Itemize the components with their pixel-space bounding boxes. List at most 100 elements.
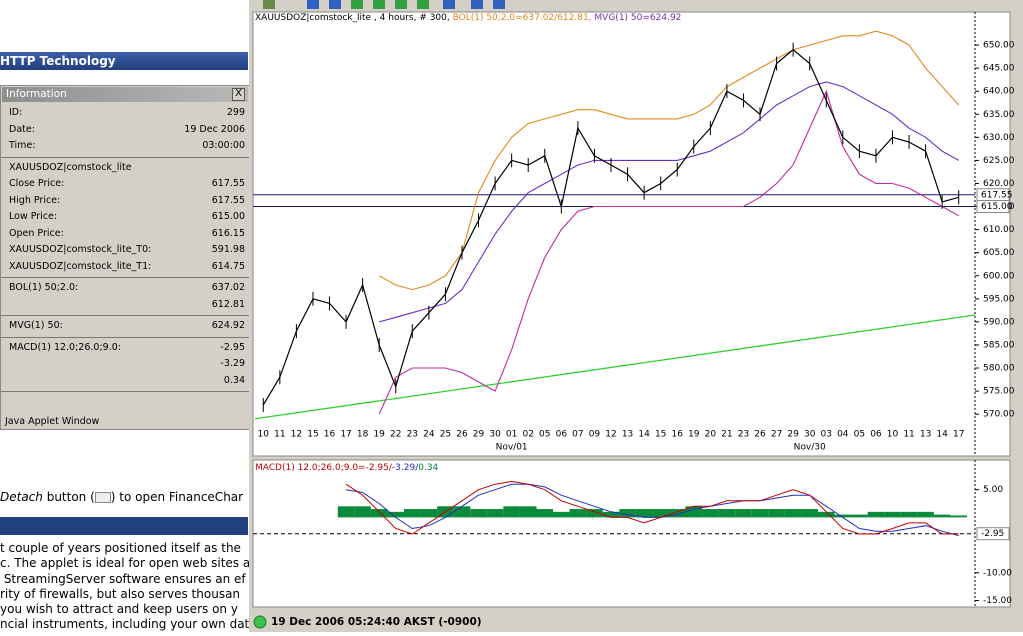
histogram-bar xyxy=(503,506,520,518)
x-tick-label: 29 xyxy=(473,430,485,440)
histogram-bar xyxy=(337,506,355,518)
h-line-label: 615.00 xyxy=(981,202,1013,212)
info-body: ID: 299 Date: 19 Dec 2006 Time: 03:00:00 XAUUS… xyxy=(1,103,249,392)
histogram-bar xyxy=(917,511,934,518)
x-tick-label: 11 xyxy=(903,430,914,440)
info-value: 299 xyxy=(226,107,245,118)
month-label: Nov/30 xyxy=(794,443,826,453)
x-tick-label: 15 xyxy=(307,430,318,440)
y-tick-label: 580.00 xyxy=(983,364,1015,374)
info-row: BOL(1) 50;2.0: 637.02 xyxy=(1,280,249,297)
histogram-bar xyxy=(817,511,835,518)
histogram-bar xyxy=(420,509,438,518)
title-text: Information xyxy=(6,88,67,100)
x-tick-label: 30 xyxy=(804,430,816,440)
series-line xyxy=(379,81,959,323)
detach-icon[interactable] xyxy=(94,492,111,503)
histogram-bar xyxy=(370,509,388,518)
tool-button[interactable] xyxy=(471,0,483,9)
y-tick-label: 650.00 xyxy=(983,41,1015,51)
tool-button[interactable] xyxy=(373,0,385,9)
histogram-bar xyxy=(751,509,769,518)
info-label: Date: xyxy=(9,123,35,135)
paragraph: t couple of years positioned itself as t… xyxy=(0,541,249,632)
info-value: 624.92 xyxy=(211,320,245,331)
histogram-bar xyxy=(718,509,736,518)
x-tick-label: 16 xyxy=(672,430,684,440)
series-line xyxy=(346,483,959,537)
info-label: XAUUSDOZ|comstock_lite_T0: xyxy=(9,244,152,255)
close-button[interactable]: X xyxy=(232,88,245,101)
y-tick-label: -10.00 xyxy=(983,568,1012,578)
series-line xyxy=(378,30,960,291)
y-tick-label: -15.00 xyxy=(983,596,1012,606)
status-light xyxy=(253,615,267,629)
h-line-label: 617.55 xyxy=(981,190,1013,200)
y-tick-label: 610.00 xyxy=(983,225,1015,235)
info-label: BOL(1) 50;2.0: xyxy=(9,282,79,293)
y-tick-label: 635.00 xyxy=(983,110,1015,120)
histogram-bar xyxy=(569,509,587,518)
x-tick-label: 09 xyxy=(589,430,601,440)
info-group: XAUUSDOZ|comstock_lite Close Price: 617.55… xyxy=(1,158,249,278)
text-line: t couple of years positioned itself as t… xyxy=(0,541,241,555)
x-tick-label: 10 xyxy=(887,430,899,440)
histogram-bar xyxy=(950,515,967,518)
x-tick-label: 06 xyxy=(556,430,568,440)
histogram-bar xyxy=(768,509,785,518)
info-value: 637.02 xyxy=(211,282,245,293)
detach-word: Detach xyxy=(0,490,43,504)
tool-button[interactable] xyxy=(351,0,363,9)
histogram-bar xyxy=(933,514,951,518)
chart-canvas: 19 Dec 2006 05:24:40 AKST (-0900) XAUUSD… xyxy=(249,0,1023,632)
status-text: 19 Dec 2006 05:24:40 AKST (-0900) xyxy=(271,616,482,628)
y-tick-label: 600.00 xyxy=(983,271,1015,281)
series-line xyxy=(345,480,959,535)
histogram-bar xyxy=(602,511,620,518)
tool-button[interactable] xyxy=(417,0,429,9)
x-tick-label: 19 xyxy=(373,430,385,440)
text-line: c. The applet is ideal for open web site… xyxy=(0,556,249,571)
histogram-bar xyxy=(470,509,487,518)
histogram-bar xyxy=(884,511,901,518)
x-tick-label: 10 xyxy=(258,430,270,440)
info-row: XAUUSDOZ|comstock_lite_T1: 614.75 xyxy=(1,259,249,276)
histogram-bar xyxy=(668,509,686,518)
info-row: XAUUSDOZ|comstock_lite xyxy=(1,160,249,177)
text-line: ncial instruments, including your own da… xyxy=(0,617,249,632)
x-tick-label: 05 xyxy=(539,430,550,440)
x-tick-label: 19 xyxy=(688,430,700,440)
histogram-bar xyxy=(900,511,918,518)
x-tick-label: 29 xyxy=(787,430,799,440)
histogram-bar xyxy=(586,509,603,518)
x-tick-label: 14 xyxy=(936,430,948,440)
x-tick-label: 14 xyxy=(638,430,650,440)
tool-button[interactable] xyxy=(493,0,505,9)
web-page: HTTP Technology Information X ID: 299 Date:… xyxy=(0,0,249,632)
section-bar xyxy=(0,517,248,535)
info-label: Close Price: xyxy=(9,178,65,189)
histogram-bar xyxy=(851,514,868,518)
info-group: MVG(1) 50: 624.92 xyxy=(1,316,249,338)
info-group: MACD(1) 12.0;26.0;9.0: -2.95 -3.29 0.34 xyxy=(1,338,249,392)
info-value: 591.98 xyxy=(211,244,245,255)
info-window: Information X ID: 299 Date: 19 Dec 2006 Time:… xyxy=(0,85,249,430)
tool-button[interactable] xyxy=(307,0,319,9)
tool-button[interactable] xyxy=(263,0,275,9)
window-footer: Java Applet Window xyxy=(5,416,100,427)
tool-button[interactable] xyxy=(395,0,407,9)
x-tick-label: 23 xyxy=(738,430,749,440)
tool-button[interactable] xyxy=(329,0,341,9)
toolbar xyxy=(249,0,1023,11)
tool-button[interactable] xyxy=(443,0,455,9)
window-title: Information X xyxy=(2,87,248,102)
x-tick-label: 04 xyxy=(837,430,849,440)
info-label: MVG(1) 50: xyxy=(9,320,63,331)
info-row: MVG(1) 50: 624.92 xyxy=(1,318,249,335)
info-value: 617.55 xyxy=(211,178,245,189)
text: button ( xyxy=(42,490,95,504)
info-row: 612.81 xyxy=(1,297,249,314)
text-line: you wish to attract and keep users on y xyxy=(0,602,238,617)
y-tick-label: 5.00 xyxy=(983,485,1003,495)
info-label: Low Price: xyxy=(9,211,58,222)
